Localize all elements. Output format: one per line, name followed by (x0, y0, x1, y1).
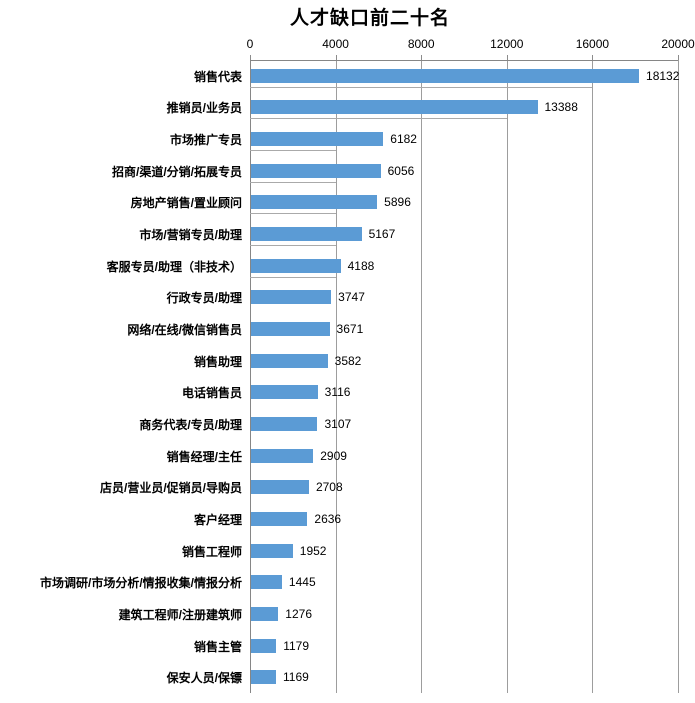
category-label: 网络/在线/微信销售员 (127, 323, 242, 338)
value-label: 3116 (324, 385, 351, 400)
value-label: 3747 (338, 290, 365, 305)
value-label: 13388 (544, 100, 578, 115)
bar (251, 68, 640, 83)
bar (251, 606, 279, 621)
vertical-gridline (678, 60, 679, 693)
bar (251, 448, 314, 463)
category-label: 行政专员/助理 (166, 291, 242, 306)
value-label: 5167 (368, 227, 396, 242)
value-label: 2636 (314, 511, 342, 526)
bar (251, 543, 293, 558)
value-axis-line (250, 60, 678, 61)
bar (251, 163, 381, 178)
bar (251, 132, 384, 147)
category-label: 销售主管 (193, 639, 242, 654)
bar (251, 227, 362, 242)
value-label: 5896 (384, 195, 411, 210)
category-label: 客服专员/助理（非技术） (106, 259, 242, 274)
category-gridline (250, 118, 507, 120)
category-label: 房地产销售/置业顾问 (130, 196, 242, 211)
bar (251, 670, 277, 685)
category-label: 招商/渠道/分销/拓展专员 (111, 164, 242, 179)
category-label: 市场调研/市场分析/情报收集/情报分析 (39, 576, 242, 591)
category-label: 保安人员/保镖 (166, 671, 242, 686)
value-label: 1169 (283, 670, 309, 685)
bar (251, 480, 309, 495)
category-label: 商务代表/专员/助理 (139, 417, 242, 432)
vertical-gridline (506, 60, 508, 693)
category-label: 销售工程师 (181, 544, 242, 559)
x-axis-tick-mark (250, 55, 251, 60)
bar (251, 511, 308, 526)
value-label: 3582 (334, 353, 362, 368)
x-axis-tick-label: 4000 (322, 37, 349, 51)
category-label: 销售助理 (193, 354, 242, 369)
category-label: 销售代表 (193, 69, 242, 84)
x-axis-tick-mark (421, 55, 423, 60)
category-gridline (250, 276, 336, 278)
bar (251, 575, 282, 590)
x-axis-tick-label: 12000 (490, 37, 524, 51)
value-label: 2708 (315, 480, 343, 495)
x-axis-tick-label: 16000 (575, 37, 610, 51)
bar (251, 638, 277, 653)
value-label: 3107 (324, 416, 352, 431)
x-axis-tick-mark (678, 55, 679, 60)
category-gridline (250, 149, 336, 151)
value-label: 3671 (336, 322, 364, 337)
category-label: 市场/营销专员/助理 (139, 228, 242, 243)
category-label: 客户经理 (193, 512, 242, 527)
value-label: 1179 (283, 638, 310, 653)
bar (251, 290, 332, 305)
value-label: 2909 (320, 448, 347, 463)
category-label: 店员/营业员/促销员/导购员 (99, 481, 242, 496)
value-label: 1276 (285, 606, 312, 621)
vertical-gridline (592, 60, 594, 693)
bar (251, 385, 318, 400)
value-label: 6182 (390, 132, 417, 147)
category-label: 推销员/业务员 (166, 101, 242, 116)
value-label: 18132 (646, 68, 680, 83)
bar (251, 100, 538, 115)
x-axis-tick-mark (506, 55, 508, 60)
chart-title: 人才缺口前二十名 (289, 8, 450, 29)
category-gridline (250, 86, 593, 88)
value-label: 1952 (299, 543, 327, 558)
value-label: 6056 (387, 163, 415, 178)
bar (251, 258, 341, 273)
bar (251, 195, 378, 210)
category-label: 建筑工程师/注册建筑师 (118, 607, 242, 622)
x-axis-tick-label: 20000 (661, 37, 695, 51)
vertical-gridline (335, 60, 337, 693)
value-label: 4188 (347, 258, 375, 273)
x-axis-tick-mark (335, 55, 337, 60)
category-gridline (250, 244, 336, 246)
x-axis-tick-mark (592, 55, 594, 60)
value-label: 1445 (288, 575, 316, 590)
x-axis-tick-label: 8000 (407, 37, 435, 51)
category-label: 市场推广专员 (169, 133, 242, 148)
category-axis-line (250, 60, 251, 693)
bar (251, 353, 328, 368)
category-label: 电话销售员 (181, 386, 242, 401)
bar (251, 322, 330, 337)
vertical-gridline (421, 60, 423, 693)
x-axis-tick-label: 0 (246, 37, 254, 51)
category-gridline (250, 213, 336, 215)
category-label: 销售经理/主任 (166, 449, 242, 464)
category-gridline (250, 181, 336, 183)
bar (251, 416, 318, 431)
